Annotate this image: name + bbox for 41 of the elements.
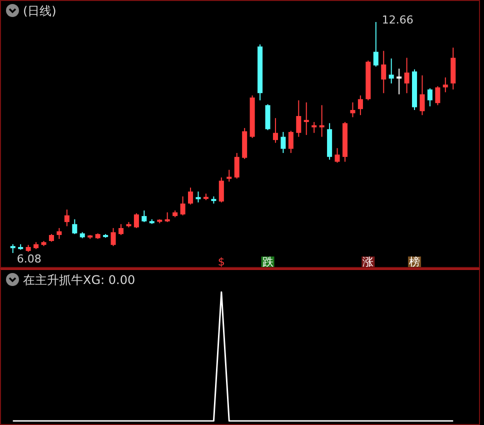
candlestick — [381, 50, 386, 94]
candlestick — [64, 209, 70, 227]
candlestick — [442, 76, 448, 93]
candlestick — [272, 118, 278, 144]
candlestick — [118, 224, 124, 236]
candlestick — [350, 102, 356, 118]
text: 跌 — [262, 256, 274, 268]
candlestick — [56, 228, 62, 240]
candlestick — [280, 131, 286, 154]
candlestick — [72, 218, 78, 235]
candlestick — [319, 104, 324, 138]
candlestick — [396, 68, 402, 95]
candlestick — [142, 210, 147, 223]
candlestick — [218, 176, 224, 203]
candlestick — [427, 88, 432, 107]
chart-title: 在主升抓牛XG: 0.00 — [23, 272, 136, 289]
candlestick — [334, 148, 340, 164]
candlestick — [435, 86, 440, 106]
candlestick — [196, 191, 201, 203]
text: 榜 — [409, 256, 420, 268]
candlestick — [234, 152, 240, 180]
candlestick — [358, 94, 363, 116]
candlestick — [312, 122, 317, 134]
candlestick — [420, 74, 425, 116]
candlestick — [296, 100, 302, 138]
candlestick — [388, 58, 394, 84]
candlestick — [164, 212, 170, 223]
annotation: 12.66 — [382, 14, 414, 26]
text: $ — [218, 256, 225, 268]
candlestick — [180, 196, 186, 216]
candlestick — [110, 228, 116, 247]
candlestick — [373, 22, 378, 68]
candlestick — [304, 102, 309, 136]
candlestick — [226, 169, 232, 182]
candlestick — [288, 130, 294, 154]
chart-title: (日线) — [23, 3, 56, 20]
text: 涨 — [362, 256, 374, 268]
candlestick — [134, 212, 139, 229]
candlestick — [404, 57, 410, 94]
annotation: 6.08 — [16, 252, 42, 266]
candlestick — [188, 187, 194, 205]
